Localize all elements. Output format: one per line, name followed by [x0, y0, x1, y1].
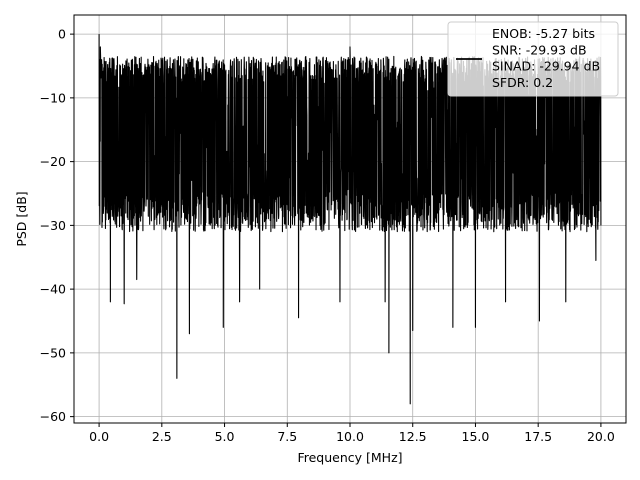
y-tick-label: −20 [40, 154, 66, 169]
x-tick-label: 10.0 [336, 429, 364, 444]
x-tick-label: 7.5 [277, 429, 297, 444]
x-tick-label: 15.0 [462, 429, 490, 444]
legend-entry: ENOB: -5.27 bits [492, 26, 595, 41]
x-tick-label: 20.0 [587, 429, 615, 444]
y-tick-label: −30 [40, 218, 66, 233]
y-tick-label: −40 [40, 282, 66, 297]
x-tick-label: 12.5 [399, 429, 427, 444]
y-tick-label: −10 [40, 90, 66, 105]
y-tick-label: −60 [40, 409, 66, 424]
legend-entry: SINAD: -29.94 dB [492, 59, 600, 74]
x-tick-label: 17.5 [524, 429, 552, 444]
legend-entry: SFDR: 0.2 [492, 75, 553, 90]
y-axis-label: PSD [dB] [14, 191, 29, 246]
x-tick-label: 2.5 [152, 429, 172, 444]
x-tick-label: 0.0 [89, 429, 109, 444]
x-tick-label: 5.0 [215, 429, 235, 444]
legend-entry: SNR: -29.93 dB [492, 42, 587, 57]
x-axis-label: Frequency [MHz] [297, 450, 402, 465]
y-tick-label: −50 [40, 345, 66, 360]
y-tick-label: 0 [58, 27, 66, 42]
